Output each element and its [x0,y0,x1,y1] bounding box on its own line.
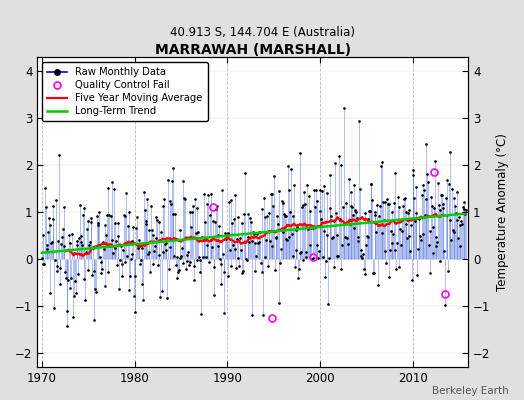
Title: MARRAWAH (MARSHALL): MARRAWAH (MARSHALL) [155,43,351,57]
Y-axis label: Temperature Anomaly (°C): Temperature Anomaly (°C) [496,133,509,291]
Text: 40.913 S, 144.704 E (Australia): 40.913 S, 144.704 E (Australia) [169,26,355,39]
Legend: Raw Monthly Data, Quality Control Fail, Five Year Moving Average, Long-Term Tren: Raw Monthly Data, Quality Control Fail, … [42,62,208,121]
Text: Berkeley Earth: Berkeley Earth [432,386,508,396]
